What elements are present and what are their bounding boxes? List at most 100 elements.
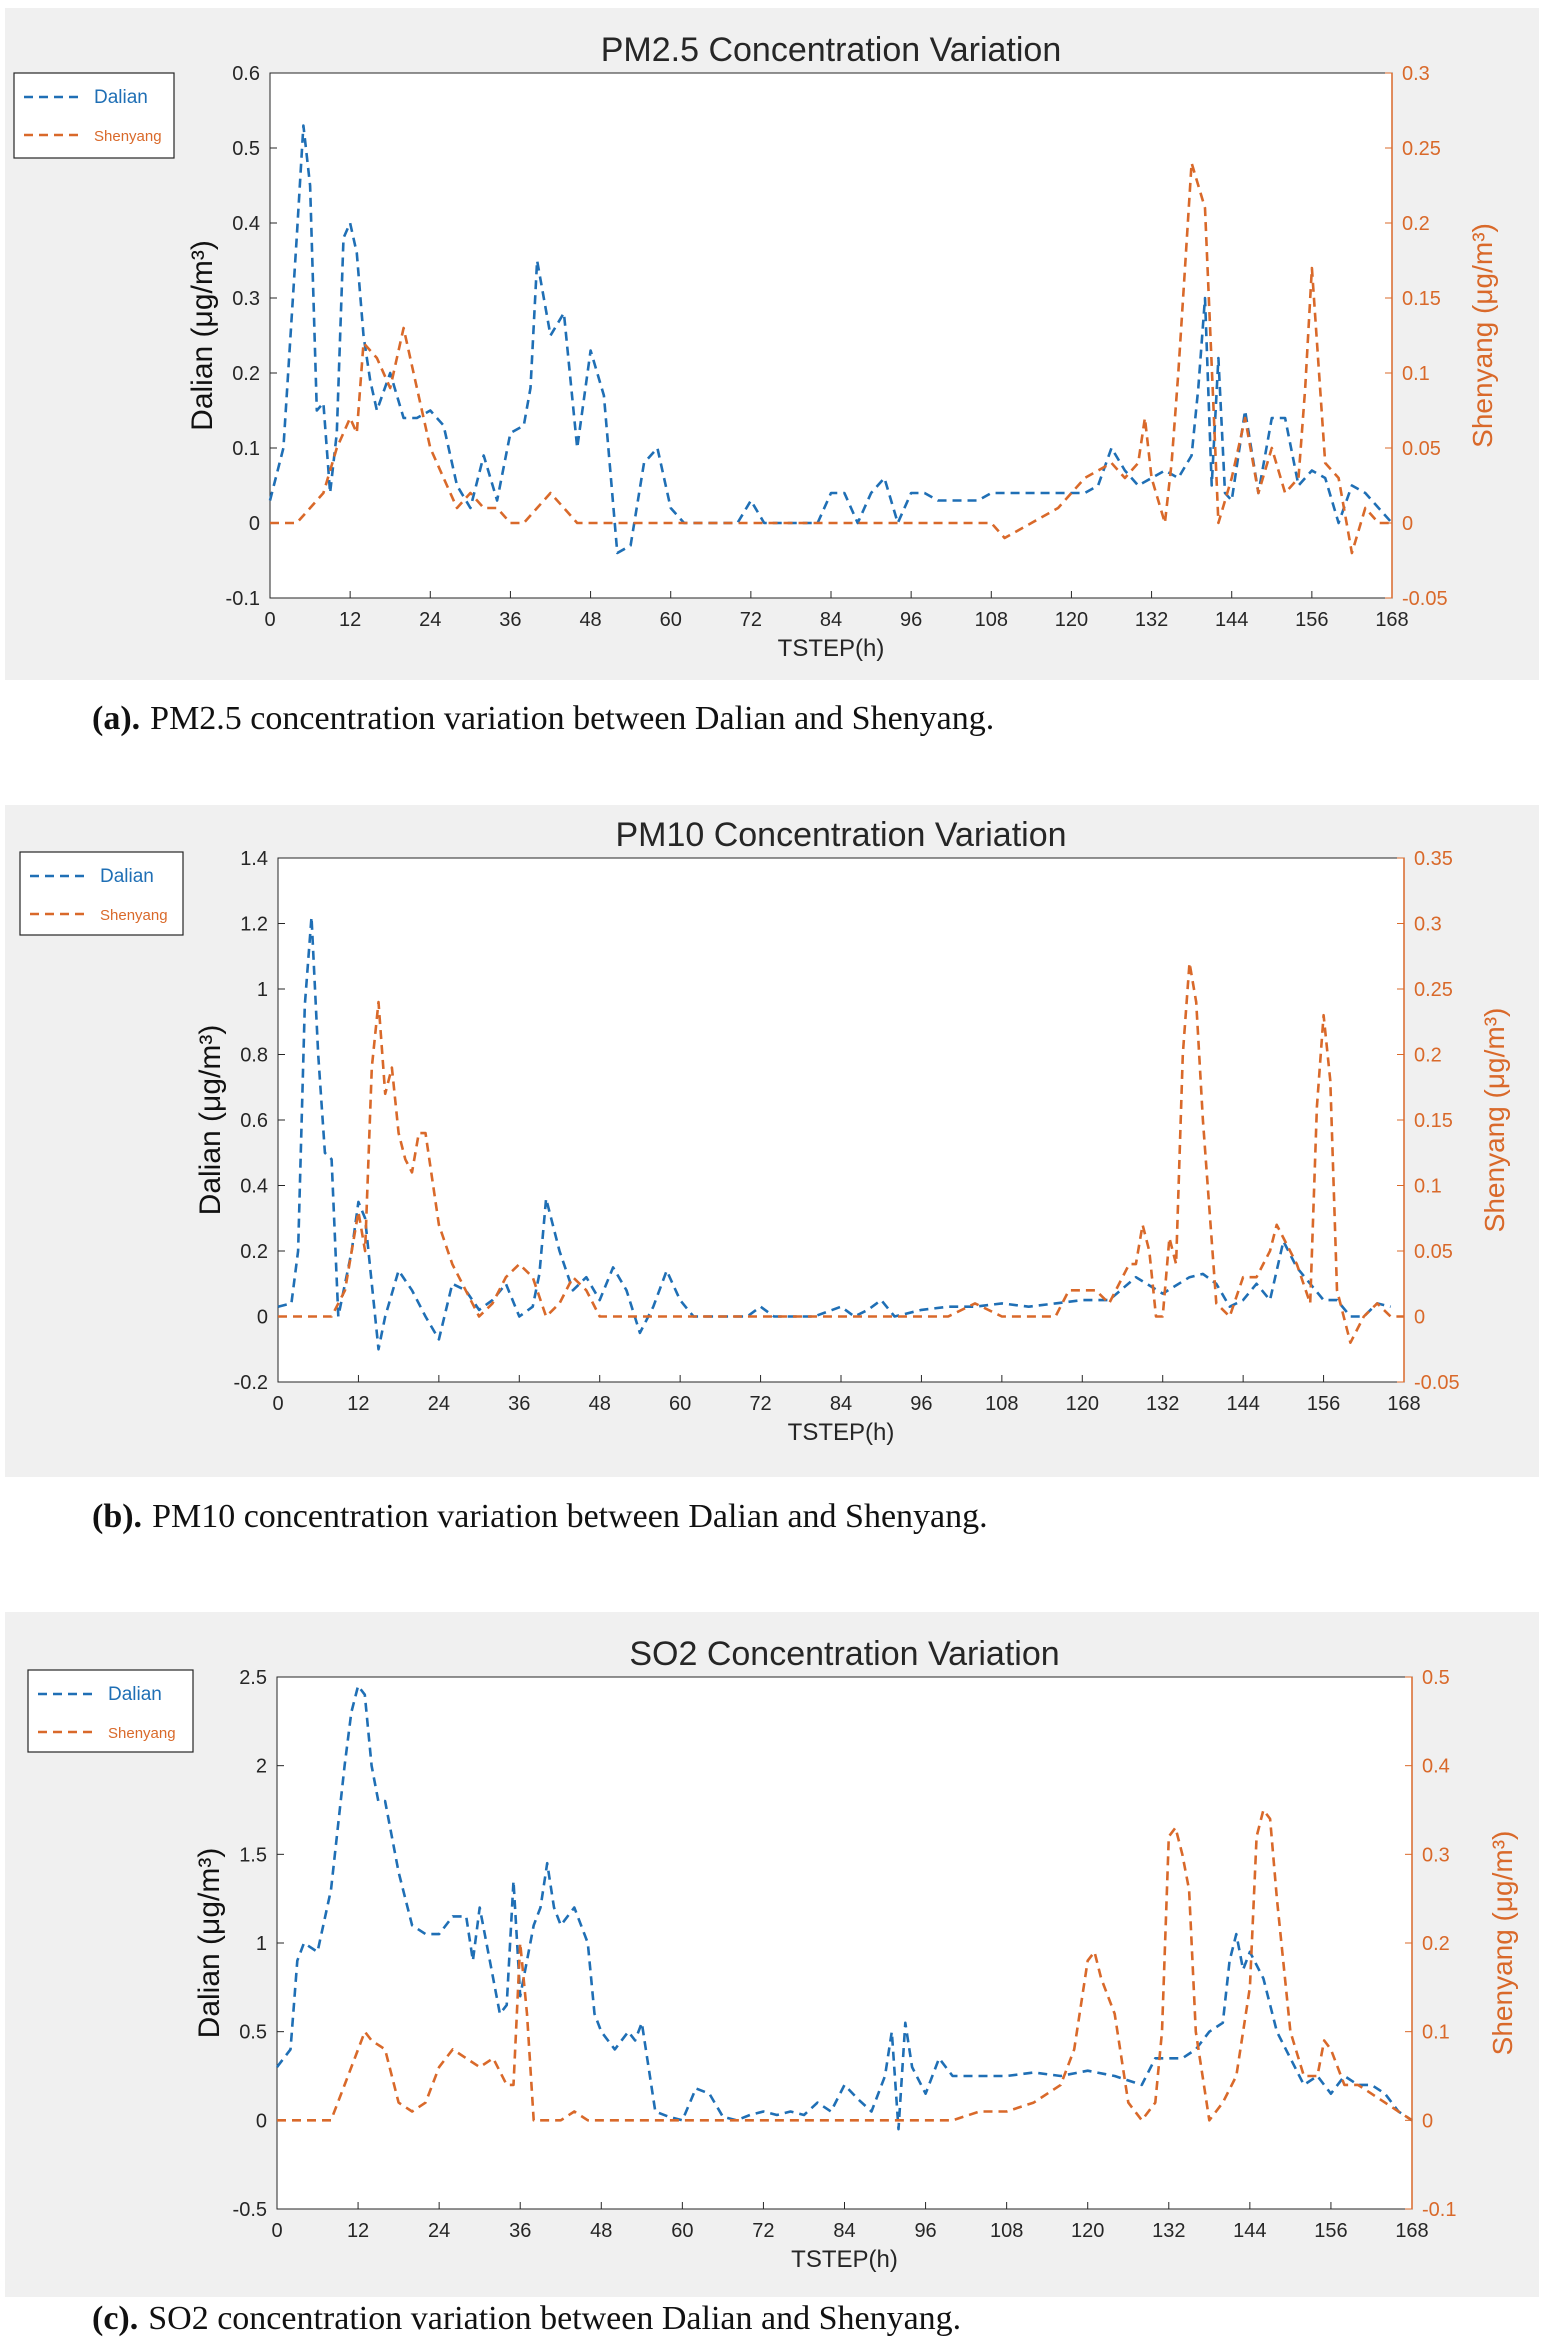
x-tick-label: 132: [1146, 1393, 1179, 1415]
y-right-tick-label: 0.1: [1422, 2022, 1450, 2044]
caption-c: (c). SO2 concentration variation between …: [92, 2300, 961, 2338]
y-left-tick-label: -0.5: [233, 2199, 267, 2221]
y-left-tick-label: 1.2: [240, 914, 268, 936]
y-left-tick-label: 1: [257, 979, 268, 1001]
x-tick-label: 120: [1066, 1393, 1099, 1415]
x-tick-label: 12: [339, 609, 361, 631]
caption-text: PM2.5 concentration variation between Da…: [150, 700, 995, 737]
x-tick-label: 72: [749, 1393, 771, 1415]
x-tick-label: 108: [985, 1393, 1018, 1415]
figure-b: PM10 Concentration Variation 0 12 24 36 48 60 7…: [0, 800, 1544, 1480]
series-line-dalian: [277, 915, 1391, 1351]
series-line-dalian: [275, 1684, 1413, 2131]
plot-area: [269, 72, 1393, 599]
y-left-tick-label: 0.4: [232, 213, 260, 235]
y-left-tick-label: 0.8: [240, 1045, 268, 1067]
y-left-tick-label: 2.5: [239, 1667, 267, 1689]
series-line-shenyang: [277, 1808, 1413, 2122]
legend: Dalian Shenyang: [27, 1669, 194, 1753]
caption-label: (c).: [92, 2300, 139, 2337]
y-left-tick-label: 0.2: [240, 1241, 268, 1263]
x-tick-label: 36: [508, 1393, 530, 1415]
y-right-tick-label: 0.05: [1414, 1241, 1453, 1263]
x-tick-label: 24: [428, 1393, 450, 1415]
x-tick-label: 120: [1071, 2220, 1104, 2242]
y-right-tick-label: 0.4: [1422, 1756, 1450, 1778]
y-left-tick-label: 0.6: [240, 1110, 268, 1132]
y-right-tick-label: 0.1: [1414, 1176, 1442, 1198]
x-tick-label: 132: [1135, 609, 1168, 631]
x-tick-label: 0: [271, 2220, 282, 2242]
x-tick-label: 24: [428, 2220, 450, 2242]
legend-box: [19, 851, 184, 936]
y-left-tick-label: 0.5: [239, 2022, 267, 2044]
y-right-tick-label: -0.05: [1414, 1372, 1460, 1394]
y-right-tick-label: 0.2: [1422, 1933, 1450, 1955]
legend-label-shenyang: Shenyang: [94, 128, 162, 145]
x-tick-label: 96: [910, 1393, 932, 1415]
chart-a: PM2.5 Concentration Variation 0 12 24 36 48 60…: [5, 8, 1539, 680]
chart-title: SO2 Concentration Variation: [629, 1635, 1059, 1673]
y-right-tick-label: -0.05: [1402, 588, 1448, 610]
y-right-tick-label: 0: [1414, 1307, 1425, 1329]
y-left-tick-label: -0.2: [234, 1372, 268, 1394]
x-tick-label: 60: [669, 1393, 691, 1415]
y-left-axis-label: Dalian (μg/m³): [193, 1848, 226, 2039]
x-axis-label: TSTEP(h): [778, 635, 885, 662]
x-tick-label: 48: [590, 2220, 612, 2242]
y-right-axis-label: Shenyang (μg/m³): [1479, 1008, 1510, 1233]
x-tick-label: 48: [579, 609, 601, 631]
x-tick-label: 0: [264, 609, 275, 631]
y-left-tick-label: 1.4: [240, 848, 268, 870]
y-right-tick-label: -0.1: [1422, 2199, 1456, 2221]
x-tick-label: 12: [347, 2220, 369, 2242]
caption-text: PM10 concentration variation between Dal…: [152, 1498, 988, 1535]
y-left-tick-label: 0.1: [232, 438, 260, 460]
y-right-tick-label: 0.5: [1422, 1667, 1450, 1689]
y-right-axis-label: Shenyang (μg/m³): [1487, 1831, 1518, 2056]
y-left-tick-label: 1: [256, 1933, 267, 1955]
x-tick-label: 60: [660, 609, 682, 631]
caption-b: (b). PM10 concentration variation between…: [92, 1498, 988, 1536]
y-left-axis-label: Dalian (μg/m³): [186, 240, 219, 431]
x-tick-label: 144: [1215, 609, 1248, 631]
plot-area: [277, 857, 1405, 1383]
y-right-tick-label: 0.1: [1402, 363, 1430, 385]
series-line-shenyang: [278, 961, 1404, 1345]
x-tick-label: 24: [419, 609, 441, 631]
x-tick-label: 84: [833, 2220, 855, 2242]
y-left-tick-label: 0: [249, 513, 260, 535]
chart-b: PM10 Concentration Variation 0 12 24 36 48 60 7…: [5, 805, 1539, 1477]
y-left-tick-label: 2: [256, 1756, 267, 1778]
x-tick-label: 108: [975, 609, 1008, 631]
x-tick-label: 60: [671, 2220, 693, 2242]
y-left-tick-label: 0.3: [232, 288, 260, 310]
y-left-tick-label: -0.1: [226, 588, 260, 610]
y-right-tick-label: 0.3: [1402, 63, 1430, 85]
x-tick-label: 156: [1314, 2220, 1347, 2242]
y-left-tick-label: 1.5: [239, 1844, 267, 1866]
x-tick-label: 36: [499, 609, 521, 631]
x-tick-label: 96: [900, 609, 922, 631]
y-right-tick-label: 0: [1402, 513, 1413, 535]
x-axis-label: TSTEP(h): [788, 1419, 895, 1446]
y-right-tick-label: 0.25: [1414, 979, 1453, 1001]
y-right-tick-label: 0.15: [1414, 1110, 1453, 1132]
x-tick-label: 48: [589, 1393, 611, 1415]
x-tick-label: 72: [740, 609, 762, 631]
y-right-tick-label: 0.15: [1402, 288, 1441, 310]
y-right-axis-label: Shenyang (μg/m³): [1467, 223, 1498, 448]
y-right-tick-label: 0.05: [1402, 438, 1441, 460]
x-tick-label: 120: [1055, 609, 1088, 631]
x-tick-label: 36: [509, 2220, 531, 2242]
x-tick-label: 84: [830, 1393, 852, 1415]
y-left-tick-label: 0.6: [232, 63, 260, 85]
x-axis-label: TSTEP(h): [791, 2246, 898, 2273]
chart-title: PM2.5 Concentration Variation: [601, 31, 1062, 69]
legend-label-dalian: Dalian: [100, 866, 154, 887]
y-right-tick-label: 0.3: [1414, 914, 1442, 936]
x-tick-label: 132: [1152, 2220, 1185, 2242]
caption-a: (a). PM2.5 concentration variation betwee…: [92, 700, 994, 738]
x-tick-label: 72: [752, 2220, 774, 2242]
x-tick-label: 168: [1387, 1393, 1420, 1415]
